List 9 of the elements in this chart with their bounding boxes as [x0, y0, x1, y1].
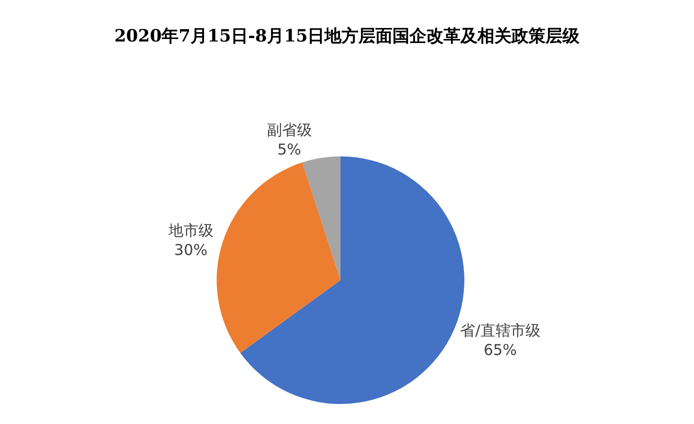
data-label: 5% — [277, 140, 302, 158]
slice-label: 副省级 — [266, 120, 312, 139]
data-label: 65% — [484, 340, 517, 359]
slice-label: 地市级 — [167, 221, 214, 240]
pie-slice — [216, 162, 340, 353]
data-label: 30% — [174, 240, 208, 259]
chart-title: 2020年7月15日-8月15日地方层面国企改革及相关政策层级 — [114, 26, 581, 47]
pie-slice — [302, 156, 340, 280]
slice-label: 省/直辖市级 — [460, 321, 540, 340]
